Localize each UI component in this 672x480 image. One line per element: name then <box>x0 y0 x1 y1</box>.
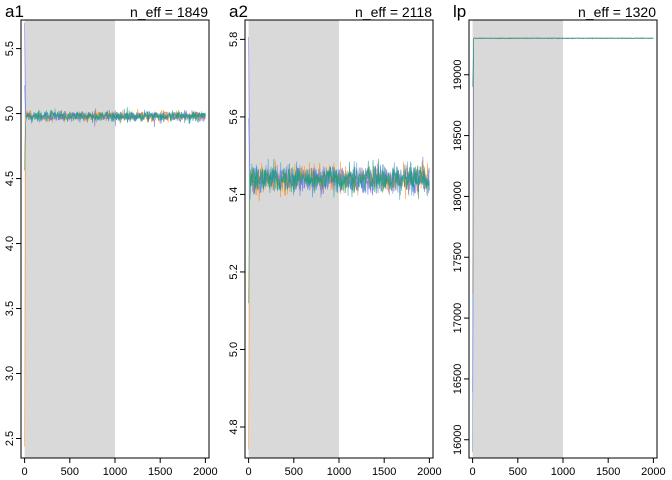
trace-chain-4 <box>472 37 654 87</box>
panel-title: a2 <box>229 2 248 21</box>
y-tick-label: 5.8 <box>228 32 240 47</box>
panel-lp: 0 500 1000 1500 2000 16000 16500 17000 17500 1800… <box>452 2 666 478</box>
trace-chain-3 <box>248 118 430 200</box>
y-tick-label: 5.6 <box>228 109 240 124</box>
x-tick-label: 1000 <box>327 466 351 478</box>
y-tick-label: 2.5 <box>4 431 16 446</box>
trace-lines <box>472 37 654 453</box>
y-tick-label: 19000 <box>452 59 464 90</box>
x-tick-label: 500 <box>285 466 303 478</box>
warmup-region <box>472 20 563 458</box>
trace-chain-4 <box>248 158 430 304</box>
y-tick-label: 5.0 <box>228 342 240 357</box>
x-tick-label: 0 <box>22 466 28 478</box>
y-tick-label: 4.0 <box>4 236 16 251</box>
x-tick-label: 1000 <box>103 466 127 478</box>
y-tick-label: 5.2 <box>228 264 240 279</box>
y-tick-label: 5.0 <box>4 106 16 121</box>
y-tick-label: 4.8 <box>228 419 240 434</box>
y-tick-label: 16500 <box>452 364 464 395</box>
x-tick-label: 2000 <box>417 466 441 478</box>
y-tick-label: 5.5 <box>4 41 16 56</box>
y-tick-label: 3.0 <box>4 366 16 381</box>
panel-title: lp <box>453 2 466 21</box>
x-tick-label: 1500 <box>596 466 620 478</box>
y-tick-label: 17000 <box>452 303 464 334</box>
panel-title: a1 <box>5 2 24 21</box>
trace-lines <box>248 37 430 450</box>
y-tick-label: 16000 <box>452 424 464 455</box>
y-tick-label: 3.5 <box>4 301 16 316</box>
neff-label: n_eff = 1320 <box>578 4 656 20</box>
y-tick-label: 18500 <box>452 120 464 151</box>
x-tick-label: 1500 <box>372 466 396 478</box>
x-tick-label: 500 <box>509 466 527 478</box>
trace-lines <box>24 23 206 447</box>
neff-label: n_eff = 1849 <box>130 4 208 20</box>
x-tick-label: 2000 <box>193 466 217 478</box>
x-tick-label: 0 <box>246 466 252 478</box>
x-tick-label: 1500 <box>148 466 172 478</box>
y-tick-label: 18000 <box>452 181 464 212</box>
x-tick-label: 500 <box>61 466 79 478</box>
panel-a2: 0 500 1000 1500 2000 4.8 5.0 5.2 5.4 5.6 5.8 a2 n_ef… <box>228 2 442 478</box>
warmup-region <box>24 20 115 458</box>
x-tick-label: 0 <box>470 466 476 478</box>
y-tick-label: 5.4 <box>228 187 240 202</box>
warmup-region <box>248 20 339 458</box>
y-tick-label: 4.5 <box>4 171 16 186</box>
x-tick-label: 1000 <box>551 466 575 478</box>
trace-chain-4 <box>24 107 206 171</box>
panel-a1: 0 500 1000 1500 2000 2.5 3.0 3.5 4.0 4.5 5.0 5.5 a1 n… <box>4 2 218 478</box>
y-tick-label: 17500 <box>452 242 464 273</box>
neff-label: n_eff = 2118 <box>355 4 432 20</box>
x-tick-label: 2000 <box>641 466 665 478</box>
